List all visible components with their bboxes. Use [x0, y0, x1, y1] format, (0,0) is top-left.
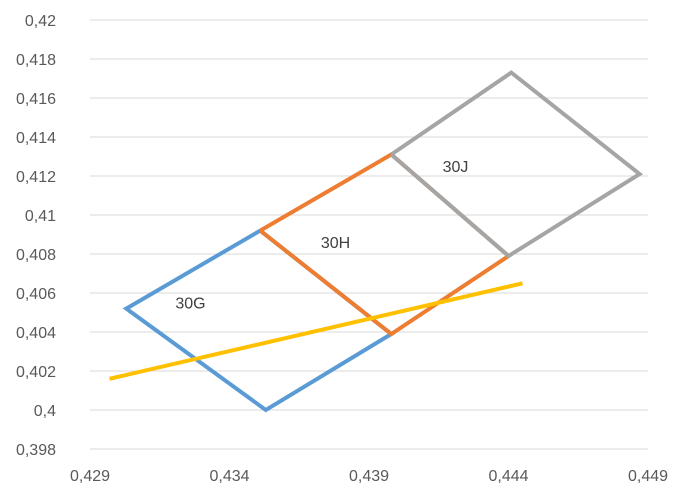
- series-lines: [109, 70, 644, 413]
- y-tick-label: 0,402: [16, 364, 56, 381]
- y-tick-label: 0,4: [34, 403, 56, 420]
- y-tick-label: 0,408: [16, 247, 56, 264]
- region-labels: 30G 30H 30J: [175, 159, 468, 313]
- x-tick-label: 0,429: [70, 468, 110, 485]
- region-label: 30H: [321, 235, 350, 252]
- y-tick-label: 0,418: [16, 52, 56, 69]
- region-label: 30G: [175, 296, 205, 313]
- y-tick-label: 0,406: [16, 286, 56, 303]
- y-axis-tick-labels: 0,398 0,4 0,402 0,404 0,406 0,408 0,41 0,412 0,4…: [16, 13, 56, 459]
- y-tick-label: 0,412: [16, 169, 56, 186]
- y-tick-label: 0,42: [25, 13, 56, 30]
- series-line-3: [109, 281, 523, 381]
- region-label: 30J: [443, 159, 469, 176]
- series-line-1: [258, 152, 512, 337]
- x-tick-label: 0,434: [209, 468, 249, 485]
- series-line-0: [122, 228, 395, 413]
- y-tick-label: 0,398: [16, 442, 56, 459]
- x-tick-label: 0,444: [488, 468, 528, 485]
- y-tick-label: 0,414: [16, 130, 56, 147]
- x-axis-tick-labels: 0,429 0,434 0,439 0,444 0,449: [70, 468, 668, 485]
- x-tick-label: 0,439: [349, 468, 389, 485]
- y-tick-label: 0,404: [16, 325, 56, 342]
- y-tick-label: 0,416: [16, 91, 56, 108]
- y-tick-label: 0,41: [25, 208, 56, 225]
- x-tick-label: 0,449: [628, 468, 668, 485]
- gridlines: [90, 19, 648, 450]
- series-line-2: [389, 70, 644, 259]
